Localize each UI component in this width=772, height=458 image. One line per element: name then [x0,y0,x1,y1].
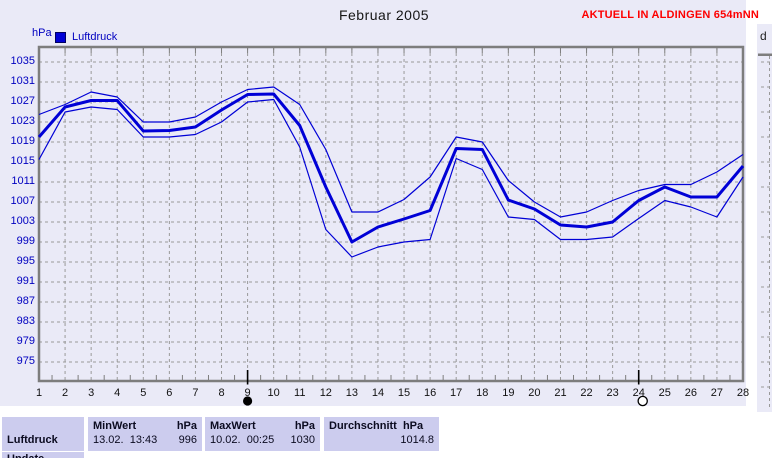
x-tick-label: 11 [294,387,306,399]
y-tick-label: 1015 [10,155,35,167]
x-tick-label: 10 [267,387,280,399]
table-cell-minwert: MinWert hPa 13.02. 13:43 996 [88,417,202,451]
y-tick-label: 1007 [10,195,35,207]
table-cell-durchschnitt: Durchschnitt hPa 1014.8 [324,417,439,451]
sensor-header-spacer [2,417,84,433]
min-pressure-line [38,98,744,258]
y-tick-label: 983 [16,315,35,327]
x-tick-label: 25 [658,387,671,399]
y-tick-label: 999 [16,235,35,247]
y-tick-label: 1019 [10,135,35,147]
station-status-label: AKTUELL IN ALDINGEN 654mNN [581,9,759,21]
x-tick-label: 6 [166,387,173,399]
max-pressure-line [38,86,744,218]
x-tick-label: 22 [580,387,593,399]
x-tick-label: 17 [450,387,463,399]
table-cell-next-row-partial: Update [2,452,84,458]
legend-swatch-icon [55,31,66,43]
y-tick-label: 1027 [10,95,35,107]
avg-label: Durchschnitt hPa [329,420,424,432]
y-tick-label: 1035 [10,55,35,67]
x-tick-label: 21 [554,387,567,399]
y-tick-label: 991 [16,275,35,287]
x-tick-label: 8 [218,387,225,399]
min-value: 996 [178,434,197,446]
avg-value: 1014.8 [400,434,434,446]
partial-row-label: Update [7,452,44,458]
x-tick-label: 12 [319,387,332,399]
x-tick-label: 7 [192,387,199,399]
y-tick-label: 1023 [10,115,35,127]
x-tick-label: 13 [345,387,358,399]
new-moon-marker [242,396,253,406]
adjacent-chart-border-fragment [758,53,772,56]
y-tick-label: 979 [16,335,35,347]
full-moon-marker [637,395,648,407]
sensor-name: Luftdruck [7,434,58,446]
y-tick-label: 987 [16,295,35,307]
table-cell-maxwert: MaxWert hPa 10.02. 00:25 1030 [205,417,320,451]
x-tick-label: 18 [476,387,489,399]
chart-panel-background [0,0,746,406]
table-cell-sensor: Luftdruck [2,417,84,451]
max-label: MaxWert [210,420,256,432]
x-tick-label: 24 [632,387,645,399]
y-axis-unit-label: hPa [32,27,52,39]
x-tick-label: 15 [397,387,411,399]
x-tick-label: 5 [140,387,147,399]
x-tick-label: 28 [736,387,750,399]
x-tick-label: 1 [35,387,43,399]
x-tick-label: 23 [606,387,619,399]
x-tick-label: 16 [423,387,437,399]
min-unit: hPa [176,420,197,432]
y-tick-label: 975 [16,355,35,367]
y-tick-label: 1003 [10,215,35,227]
max-value: 1030 [290,434,315,446]
x-tick-label: 20 [528,387,541,399]
adjacent-chart-panel-fragment [757,24,772,412]
x-tick-label: 9 [244,387,251,399]
x-tick-label: 27 [710,387,724,399]
y-tick-label: 1011 [11,175,35,187]
x-tick-label: 2 [62,387,69,399]
legend-label: Luftdruck [72,31,118,43]
adjacent-chart-label-fragment: d [760,29,767,43]
min-datetime: 13.02. 13:43 [93,434,158,446]
min-label: MinWert [93,420,137,432]
avg-pressure-line [37,92,745,244]
x-tick-label: 4 [114,387,121,399]
x-tick-label: 14 [371,387,385,399]
x-tick-label: 26 [684,387,697,399]
x-tick-label: 19 [502,387,515,399]
x-tick-label: 3 [88,387,95,399]
max-datetime: 10.02. 00:25 [210,434,275,446]
y-tick-label: 995 [16,255,35,267]
y-tick-label: 1031 [10,75,35,87]
max-unit: hPa [294,420,315,432]
legend: Luftdruck [55,31,117,43]
page-title: Februar 2005 [338,7,430,23]
